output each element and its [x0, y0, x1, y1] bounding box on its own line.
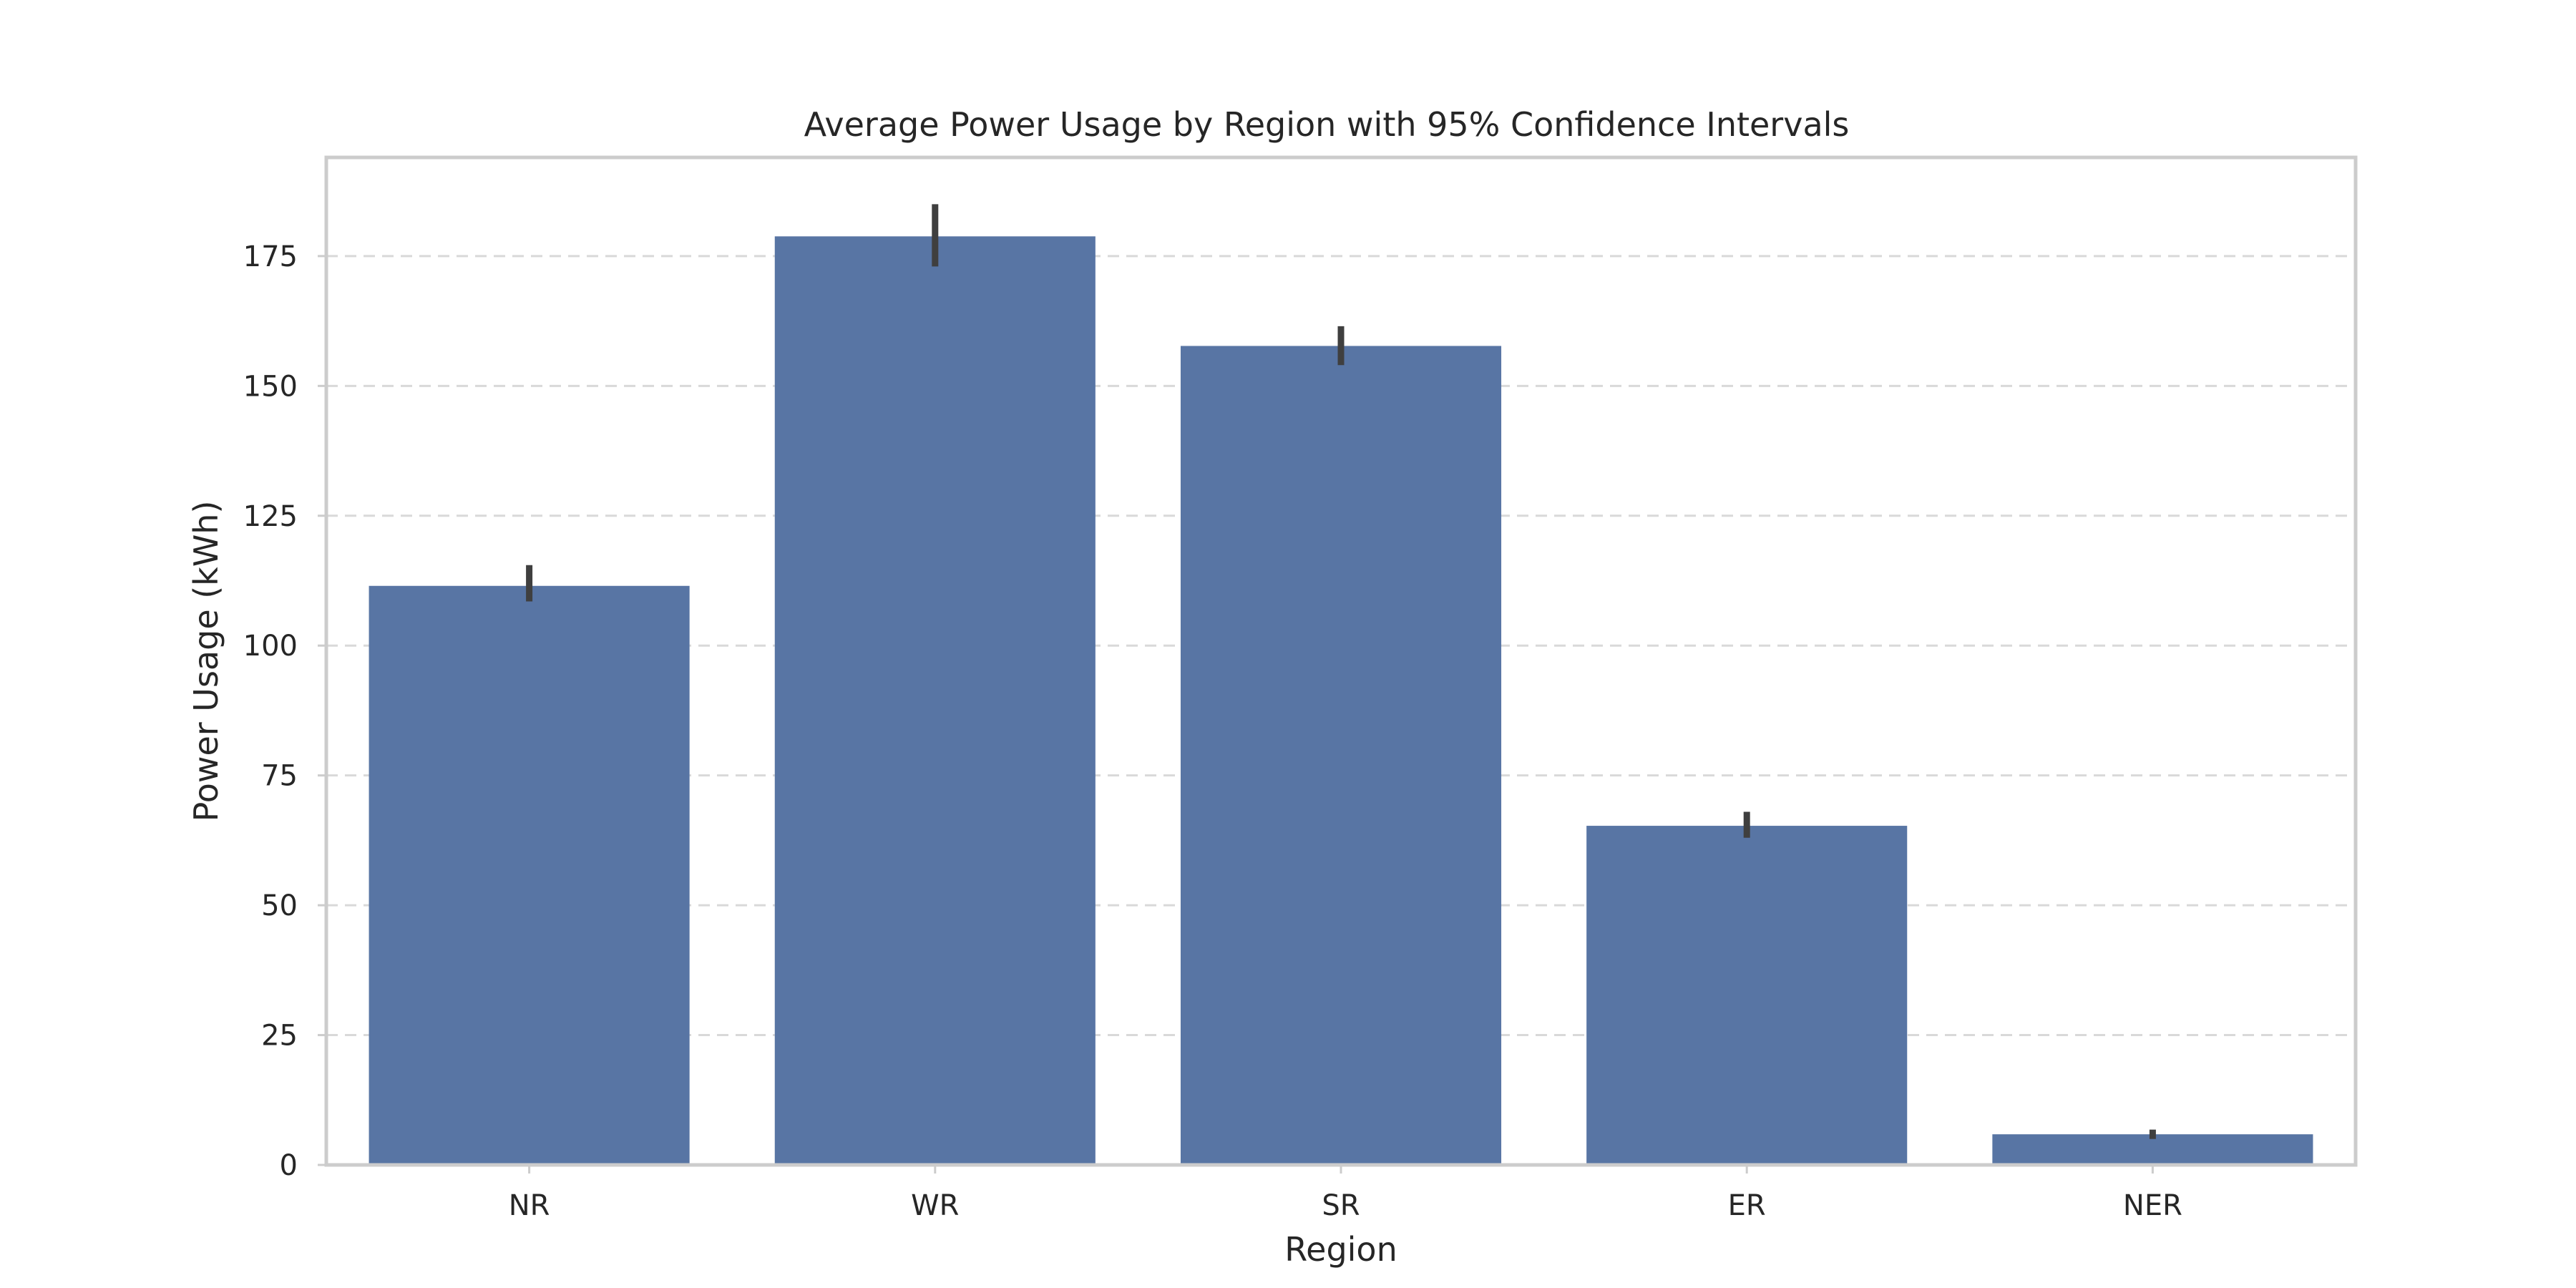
bar-wr: [774, 236, 1096, 1166]
bar-nr: [369, 585, 690, 1165]
y-tick-label: 125: [243, 500, 298, 533]
x-axis-label: Region: [1284, 1230, 1397, 1269]
y-axis-ticks: 0 25 50 75 100 125 150 175: [243, 240, 326, 1182]
x-axis-ticks: NR WR SR ER NER: [509, 1165, 2182, 1222]
bar-ner: [1992, 1134, 2313, 1165]
x-tick-label-wr: WR: [911, 1189, 959, 1222]
x-tick-label-sr: SR: [1322, 1189, 1360, 1222]
bar-er: [1586, 826, 1908, 1165]
y-tick-label: 75: [261, 760, 298, 793]
x-tick-label-er: ER: [1728, 1189, 1766, 1222]
x-tick-label-ner: NER: [2123, 1189, 2182, 1222]
chart-title: Average Power Usage by Region with 95% C…: [804, 105, 1850, 144]
y-tick-label: 50: [261, 889, 298, 922]
y-axis-label: Power Usage (kWh): [187, 501, 225, 822]
y-tick-label: 100: [243, 630, 298, 663]
bars: [369, 236, 2313, 1166]
error-bars: [526, 204, 2156, 1139]
y-tick-label: 150: [243, 370, 298, 403]
y-tick-label: 0: [280, 1149, 298, 1182]
x-tick-label-nr: NR: [509, 1189, 550, 1222]
y-tick-label: 175: [243, 240, 298, 273]
bar-sr: [1180, 346, 1502, 1165]
y-tick-label: 25: [261, 1020, 298, 1053]
